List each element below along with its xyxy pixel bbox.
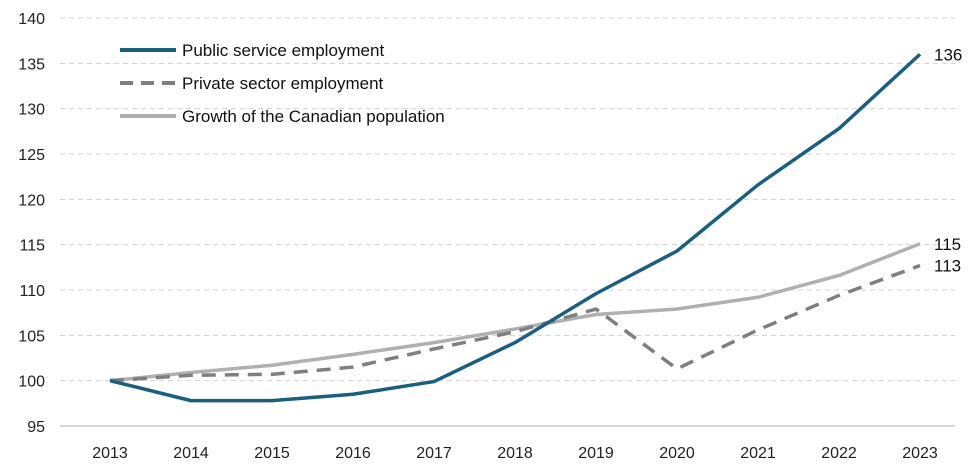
x-axis-tick-labels: 2013 2014 2015 2016 2017 2018 2019 2020 2021 2022… <box>92 445 938 462</box>
x-tick-label: 2016 <box>335 445 371 462</box>
x-tick-label: 2013 <box>92 445 128 462</box>
x-tick-label: 2015 <box>254 445 290 462</box>
y-tick-label: 120 <box>18 192 45 209</box>
y-tick-label: 125 <box>18 147 45 164</box>
x-tick-label: 2021 <box>740 445 776 462</box>
x-tick-label: 2019 <box>578 445 614 462</box>
y-tick-label: 95 <box>27 419 45 436</box>
y-tick-label: 115 <box>19 238 45 255</box>
x-tick-label: 2020 <box>659 445 695 462</box>
x-tick-label: 2018 <box>497 445 533 462</box>
series-line-3 <box>109 242 921 383</box>
x-tick-label: 2014 <box>173 445 209 462</box>
end-label-series-2: 113 <box>934 257 961 276</box>
x-tick-label: 2022 <box>821 445 857 462</box>
y-tick-label: 100 <box>18 374 45 391</box>
legend-label-3: Growth of the Canadian population <box>182 107 445 126</box>
end-label-series-1: 136 <box>934 45 962 64</box>
x-tick-label: 2023 <box>902 445 938 462</box>
series-line-1 <box>109 52 922 403</box>
legend-label-1: Public service employment <box>182 41 384 60</box>
y-tick-label: 105 <box>18 328 45 345</box>
series-lines <box>109 52 922 403</box>
legend-label-2: Private sector employment <box>182 74 384 93</box>
y-axis-tick-labels: 95 100 105 110 115 120 125 130 135 140 <box>18 11 45 436</box>
end-value-labels: 136 113 115 <box>934 45 962 275</box>
x-tick-label: 2017 <box>416 445 452 462</box>
y-tick-label: 130 <box>18 102 45 119</box>
series-line-2 <box>109 263 921 383</box>
y-tick-label: 110 <box>19 283 45 300</box>
y-tick-label: 135 <box>18 56 45 73</box>
grid <box>60 17 955 427</box>
end-label-series-3: 115 <box>934 235 961 254</box>
y-tick-label: 140 <box>18 11 45 28</box>
legend: Public service employment Private sector … <box>120 41 445 126</box>
